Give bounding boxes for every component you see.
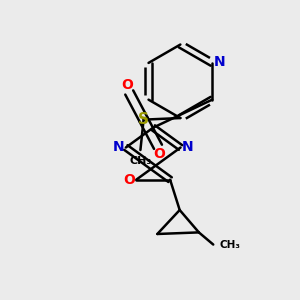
Text: N: N xyxy=(213,55,225,69)
Text: S: S xyxy=(138,112,149,127)
Text: CH₃: CH₃ xyxy=(129,156,152,167)
Text: O: O xyxy=(154,147,166,161)
Text: N: N xyxy=(182,140,194,154)
Text: O: O xyxy=(123,173,135,187)
Text: CH₃: CH₃ xyxy=(219,239,240,250)
Text: N: N xyxy=(113,140,124,154)
Text: O: O xyxy=(122,78,134,92)
